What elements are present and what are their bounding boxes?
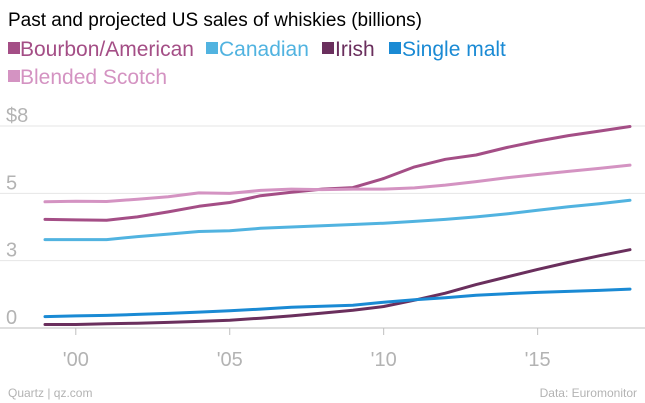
legend: Bourbon/American Canadian Irish Single m…	[8, 38, 506, 89]
legend-swatch-canadian	[206, 42, 218, 54]
y-tick-label-3: 3	[6, 240, 17, 262]
x-tick-label-2000: '00	[63, 349, 89, 371]
x-tick-label-2015: '15	[525, 349, 551, 371]
x-tick-label-2010: '10	[371, 349, 397, 371]
data-source: Data: Euromonitor	[540, 386, 637, 400]
legend-item-canadian: Canadian	[206, 38, 309, 61]
legend-item-irish: Irish	[322, 38, 375, 61]
legend-item-bourbon-american: Bourbon/American	[8, 38, 194, 61]
chart-title: Past and projected US sales of whiskies …	[8, 10, 422, 31]
series-line-blended-scotch	[43, 163, 632, 204]
source-credit: Quartz | qz.com	[8, 386, 92, 400]
series-line-single-malt	[43, 287, 632, 319]
series-line-canadian	[43, 198, 632, 242]
legend-label-canadian: Canadian	[219, 38, 309, 61]
legend-label-single-malt: Single malt	[402, 38, 506, 61]
series-line-irish	[43, 248, 632, 326]
x-tick-label-2005: '05	[217, 349, 243, 371]
legend-item-blended-scotch: Blended Scotch	[8, 66, 167, 89]
grid	[0, 125, 645, 262]
series-lines	[43, 125, 632, 326]
y-tick-label-8: $8	[6, 105, 28, 127]
y-tick-label-0: 0	[6, 307, 17, 329]
legend-label-blended-scotch: Blended Scotch	[20, 66, 167, 89]
legend-label-irish: Irish	[335, 38, 375, 61]
axes: 0 3 5 $8 '00 '05 '10 '15	[0, 105, 645, 371]
legend-item-single-malt: Single malt	[389, 38, 506, 61]
legend-swatch-bourbon-american	[8, 42, 20, 54]
legend-swatch-blended-scotch	[8, 70, 20, 82]
legend-swatch-single-malt	[389, 42, 401, 54]
y-tick-label-5: 5	[6, 172, 17, 194]
legend-label-bourbon-american: Bourbon/American	[20, 38, 194, 61]
legend-swatch-irish	[322, 42, 334, 54]
